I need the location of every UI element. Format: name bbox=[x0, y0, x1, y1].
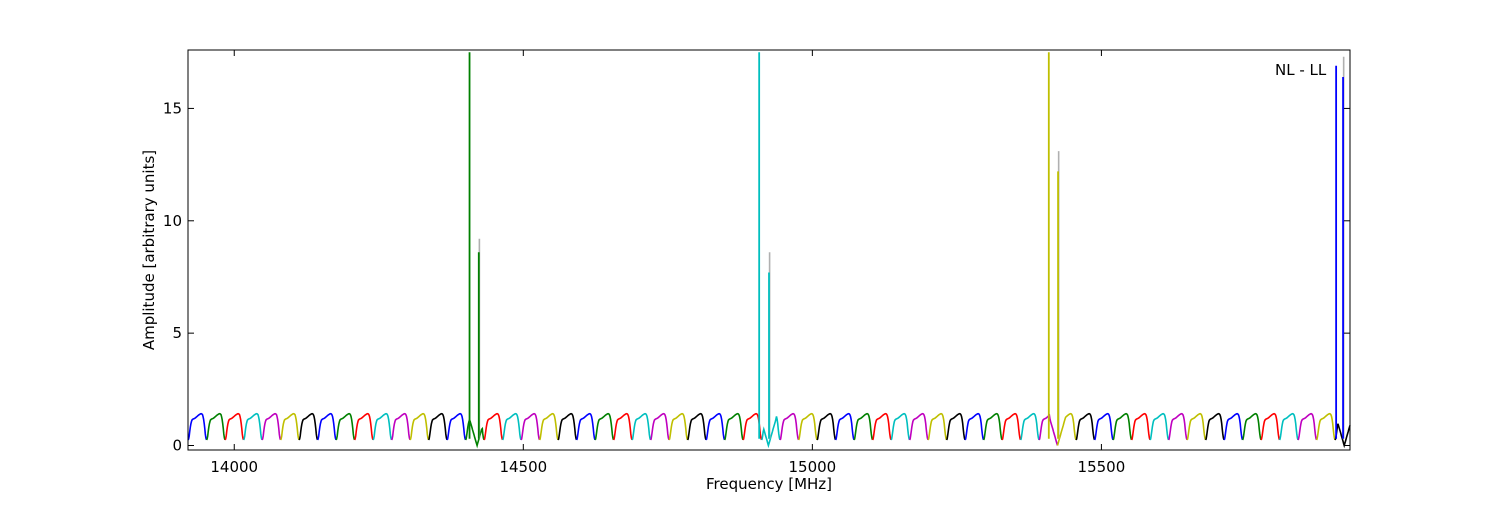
series-line bbox=[1093, 412, 1114, 441]
series-line bbox=[1130, 412, 1151, 441]
x-tick-label: 14500 bbox=[499, 458, 547, 476]
series-line bbox=[187, 412, 208, 441]
series-line bbox=[927, 412, 948, 441]
series-line bbox=[1186, 412, 1207, 441]
x-tick-label: 15000 bbox=[788, 458, 836, 476]
y-tick-label: 5 bbox=[172, 324, 182, 342]
series-line bbox=[242, 412, 263, 441]
spike-lines bbox=[468, 52, 1345, 439]
series-line bbox=[723, 412, 744, 441]
series-line bbox=[594, 412, 615, 441]
series-line bbox=[1315, 412, 1336, 441]
series-line bbox=[760, 416, 781, 449]
series-line bbox=[705, 412, 726, 441]
y-tick-label: 10 bbox=[163, 212, 182, 230]
series-line bbox=[464, 417, 485, 449]
series-line bbox=[1204, 412, 1225, 441]
series-line bbox=[427, 412, 448, 441]
series-line bbox=[1278, 412, 1299, 441]
x-axis-label: Frequency [MHz] bbox=[706, 475, 832, 493]
series-line bbox=[686, 412, 707, 441]
series-line bbox=[1223, 412, 1244, 441]
series-line bbox=[871, 412, 892, 441]
series-line bbox=[1241, 412, 1262, 441]
series-line bbox=[279, 412, 300, 441]
chart-annotation: NL - LL bbox=[1275, 61, 1327, 79]
series-line bbox=[483, 412, 504, 441]
series-line bbox=[298, 412, 319, 441]
series-line bbox=[668, 412, 689, 441]
series-line bbox=[353, 412, 374, 441]
series-line bbox=[538, 412, 559, 441]
series-line bbox=[372, 412, 393, 441]
series-line bbox=[316, 412, 337, 441]
series-line bbox=[1112, 412, 1133, 441]
series-line bbox=[779, 412, 800, 441]
series-line bbox=[335, 412, 356, 441]
series-line bbox=[1297, 412, 1318, 441]
x-tick-label: 14000 bbox=[210, 458, 258, 476]
series-line bbox=[1075, 412, 1096, 441]
x-tick-label: 15500 bbox=[1078, 458, 1126, 476]
series-line bbox=[409, 412, 430, 441]
series-line bbox=[1260, 412, 1281, 441]
plot-frame bbox=[187, 49, 1351, 451]
series-line bbox=[816, 412, 837, 441]
series-line bbox=[446, 412, 467, 441]
x-axis-ticks: 14000 14500 15000 15500 bbox=[210, 50, 1125, 476]
series-line bbox=[834, 412, 855, 441]
series-line bbox=[945, 412, 966, 441]
series-line bbox=[501, 412, 522, 441]
series-line bbox=[1019, 412, 1040, 441]
series-line bbox=[520, 412, 541, 441]
series-line bbox=[890, 412, 911, 441]
series-line bbox=[797, 412, 818, 441]
series-line bbox=[908, 412, 929, 441]
series-line bbox=[224, 412, 245, 441]
plot-lines bbox=[187, 412, 1351, 449]
series-line bbox=[1334, 423, 1351, 449]
y-tick-label: 0 bbox=[172, 437, 182, 455]
series-line bbox=[205, 412, 226, 441]
series-line bbox=[575, 412, 596, 441]
y-axis-ticks: 0 5 10 15 bbox=[163, 99, 1350, 455]
y-tick-label: 15 bbox=[163, 99, 182, 117]
series-line bbox=[612, 412, 633, 441]
series-line bbox=[982, 412, 1003, 441]
series-line bbox=[1167, 412, 1188, 441]
series-line bbox=[261, 412, 282, 441]
series-line bbox=[1001, 412, 1022, 441]
series-line bbox=[557, 412, 578, 441]
series-line bbox=[853, 412, 874, 441]
y-axis-label: Amplitude [arbitrary units] bbox=[140, 150, 158, 350]
series-line bbox=[649, 412, 670, 441]
series-line bbox=[964, 412, 985, 441]
series-line bbox=[390, 412, 411, 441]
series-line bbox=[1056, 412, 1077, 446]
series-line bbox=[631, 412, 652, 441]
series-line bbox=[1149, 412, 1170, 441]
